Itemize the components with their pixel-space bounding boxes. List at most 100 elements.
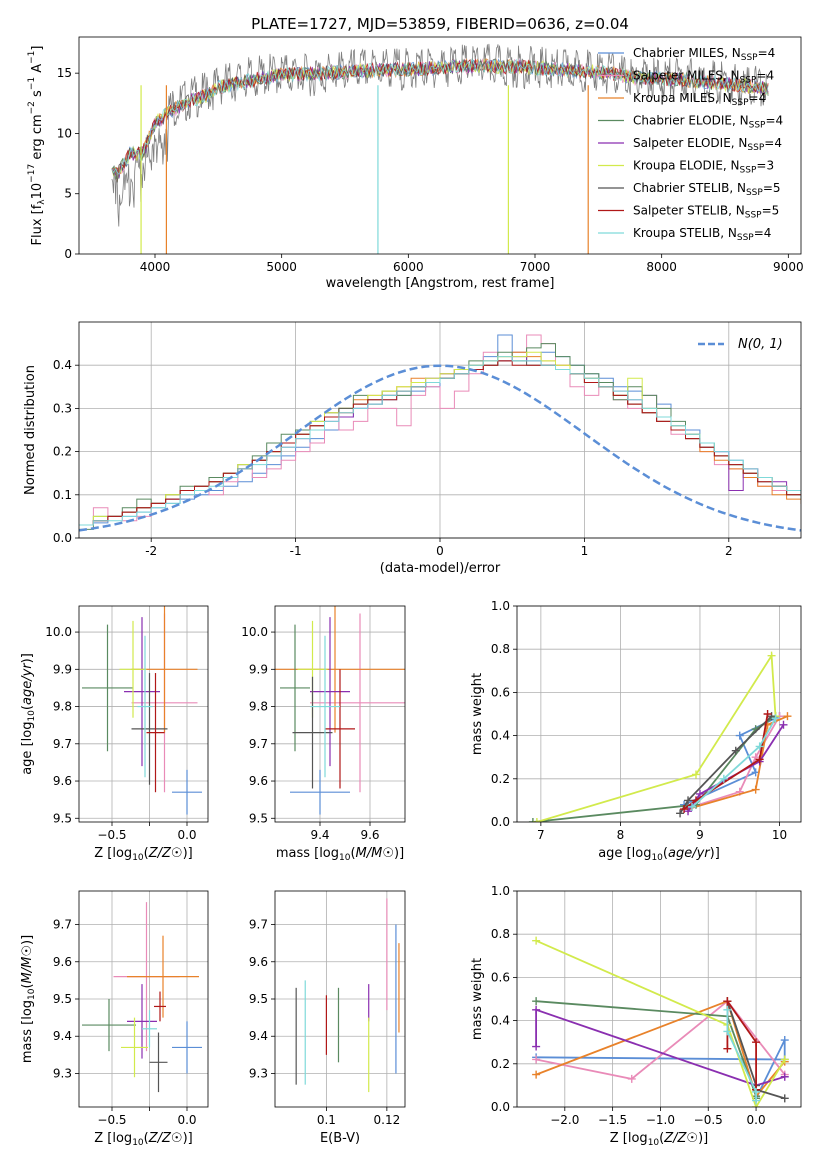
legend-tail: =4 [756,69,774,83]
y-tick-label: 9.3 [249,1066,268,1080]
label-part: )] [710,846,720,861]
histogram-chabrier-stelib [79,360,801,526]
label-part: 10 [339,853,351,863]
data-point-marker [755,742,764,751]
data-point-marker [719,774,728,783]
legend-entry: Salpeter STELIB, NSSP=5 [633,204,779,221]
y-tick-label: 0.2 [53,445,72,459]
legend-text: Chabrier MILES, N [633,46,741,60]
label-part: ( [20,983,35,988]
x-tick-label: 5000 [266,260,297,274]
legend-sub: SSP [741,53,758,63]
x-tick-label: 2 [725,544,733,558]
x-tick-label: 10 [772,828,787,842]
label-part: Z [log [94,846,132,861]
label-part: Z [log [94,1131,132,1146]
y-tick-label: 5 [64,187,72,201]
data-point-marker [723,1005,732,1014]
data-point-marker [752,1038,761,1047]
label-part: −17 [27,164,37,183]
legend-sub: SSP [747,143,764,153]
data-spectrum-line [111,43,769,227]
y-tick-label: 9.8 [249,700,268,714]
label-part: )] [183,846,193,861]
legend-sub: SSP [732,98,749,108]
y-tick-label: 10 [57,126,72,140]
legend-sub: SSP [737,233,754,243]
label-part: ( [144,846,149,861]
y-tick-label: 0.3 [53,401,72,415]
data-point-marker [780,1072,789,1081]
legend-tail: =4 [754,226,772,240]
legend-entry: Kroupa STELIB, NSSP=4 [633,226,771,243]
axes-frame [274,890,406,1108]
label-part: age/yr [668,846,711,861]
plot-area [82,902,202,1093]
y-axis-label: Normed distribution [23,365,38,495]
weight-line-kroupa-elodie [536,652,777,822]
y-tick-label: 1.0 [491,884,510,898]
histogram-chabrier-elodie [79,343,801,530]
label-part: Flux [f [30,204,45,245]
label-part: ( [659,1131,664,1146]
y-tick-label: 9.4 [249,1029,268,1043]
label-part: 10 [132,1138,144,1148]
x-tick-label: −1.0 [646,1113,675,1127]
chart-residuals: -2 -1 0 1 2 0.0 0.1 0.2 0.3 0.4 (data-model)/error… [23,321,802,576]
legend-entry: Chabrier ELODIE, NSSP=4 [633,114,783,131]
y-tick-label: 9.5 [53,811,72,825]
legend-tail: =5 [763,181,781,195]
label-part: age/yr [20,662,35,705]
x-axis-label: mass [log10(M/M☉)] [276,846,404,863]
legend-sub: SSP [740,76,757,86]
x-axis-label: Z [log10(Z/Z☉)] [610,1131,708,1148]
data-point-marker [751,785,760,794]
y-tick-label: 0.0 [491,815,510,829]
x-tick-label: -2 [145,544,157,558]
label-part: Z [log [610,1131,648,1146]
legend-text: Kroupa STELIB, N [633,226,737,240]
x-axis-label: age [log10(age/yr)] [598,846,720,863]
weight-line-kroupa-miles [535,1000,786,1099]
axes-frame [274,605,406,823]
x-tick-label: 9.4 [310,828,329,842]
label-part: 10 [648,1138,660,1148]
data-point-marker [755,755,764,764]
legend-text: Salpeter ELODIE, N [633,136,747,150]
weight-line-salpeter-miles [691,715,781,808]
chart-age_vs_Z: −0.5 0.09.59.69.79.89.910.0Z [log10(Z/Z☉)… [20,605,209,863]
data-point-marker [780,1036,789,1045]
legend-text: Kroupa ELODIE, N [633,159,740,173]
plot-area [528,651,792,822]
x-tick-label: 0.1 [317,1113,336,1127]
data-point-marker [723,1044,732,1053]
data-point-marker [691,770,700,779]
label-part: ( [144,1131,149,1146]
y-tick-label: 0.4 [491,729,510,743]
legend-tail: =4 [765,114,783,128]
y-tick-label: 9.6 [249,955,268,969]
legend-sub: SSP [749,121,766,131]
weight-line-salpeter-stelib [683,713,769,810]
x-axis-label: Z [log10(Z/Z☉)] [94,846,192,863]
data-point-marker [780,1094,789,1103]
label-part: Z/Z☉ [148,846,183,861]
data-point-marker [763,710,772,718]
weight-line-salpeter-elodie [535,1008,785,1087]
label-part: ( [663,846,668,861]
weight-line-kroupa-stelib [726,1009,757,1101]
label-part: )] [183,1131,193,1146]
y-tick-label: 9.7 [53,918,72,932]
chart-weight_vs_Z: −2.0 −1.5 −1.0 −0.5 0.0 0.0 0.2 0.4 0.6 0.8 1.0 Z [… [470,884,802,1148]
y-tick-label: 0.6 [491,970,510,984]
label-part: A [30,64,45,77]
y-axis-label: mass weight [470,673,485,755]
y-tick-label: 10.0 [45,625,72,639]
label-part: erg cm [30,114,45,163]
y-tick-label: 0.0 [491,1100,510,1114]
y-tick-label: 9.6 [249,774,268,788]
x-tick-label: −1.5 [598,1113,627,1127]
figure-title: PLATE=1727, MJD=53859, FIBERID=0636, z=0… [251,15,629,33]
y-tick-label: 10.0 [241,625,268,639]
